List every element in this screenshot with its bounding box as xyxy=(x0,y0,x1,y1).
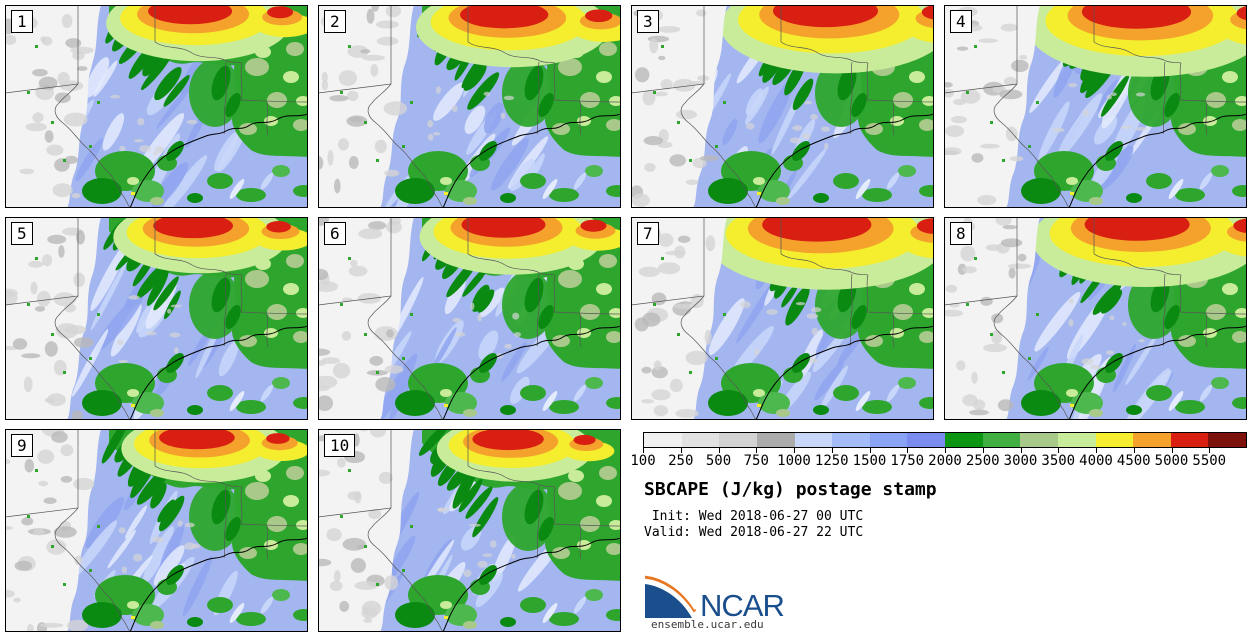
plot-title: SBCAPE (J/kg) postage stamp xyxy=(644,479,937,500)
member-number-badge: 2 xyxy=(324,10,346,33)
colorbar-tick-label: 3500 xyxy=(1041,453,1076,469)
ensemble-panel-2: 2 xyxy=(318,5,621,208)
cape-map-graphic xyxy=(631,5,934,208)
member-number-badge: 10 xyxy=(324,434,356,457)
colorbar-tick xyxy=(756,448,758,453)
member-number-badge: 9 xyxy=(11,434,33,457)
colorbar-tick xyxy=(1020,448,1022,453)
cape-map-graphic xyxy=(5,429,308,632)
ensemble-panel-10: 10 xyxy=(318,429,621,632)
colorbar-tick xyxy=(945,448,946,453)
cape-map-graphic xyxy=(944,5,1247,208)
ncar-logo: NCAR xyxy=(645,574,785,623)
init-time: Init: Wed 2018-06-27 00 UTC xyxy=(644,509,864,524)
cape-map-graphic xyxy=(944,217,1247,420)
cape-map-graphic xyxy=(631,217,934,420)
colorbar-tick xyxy=(1171,448,1173,453)
cape-map-graphic xyxy=(318,217,621,420)
colorbar-tick-label: 250 xyxy=(668,453,694,469)
cape-map-graphic xyxy=(318,429,621,632)
member-number-badge: 8 xyxy=(950,222,972,245)
colorbar-segment xyxy=(1208,433,1246,447)
colorbar-segment xyxy=(794,433,833,447)
ncar-logo-text: NCAR xyxy=(700,587,785,623)
colorbar-tick-labels: 100 250 500 750 1000 1250 1500 1750 2000 2500 3000… xyxy=(630,453,1247,469)
colorbar-segment xyxy=(869,433,908,447)
colorbar-segment xyxy=(907,433,945,447)
colorbar-tick xyxy=(718,448,720,453)
colorbar-tick-label: 5500 xyxy=(1192,453,1227,469)
colorbar-tick-label: 1750 xyxy=(890,453,925,469)
colorbar-tick xyxy=(831,448,833,453)
colorbar-tick xyxy=(1133,448,1135,453)
postage-stamp-grid: 1 2 3 4 5 6 7 8 9 10 100 250 500 750 1000 125… xyxy=(5,5,1247,632)
colorbar-segment xyxy=(719,433,757,447)
ensemble-panel-1: 1 xyxy=(5,5,308,208)
colorbar-segment xyxy=(1020,433,1058,447)
colorbar-tick-label: 3000 xyxy=(1003,453,1038,469)
ensemble-panel-7: 7 xyxy=(631,217,934,420)
colorbar-tick xyxy=(1209,448,1211,453)
site-url: ensemble.ucar.edu xyxy=(651,618,764,631)
colorbar xyxy=(643,432,1247,453)
colorbar-segment xyxy=(1057,433,1096,447)
colorbar-tick xyxy=(869,448,871,453)
colorbar-tick xyxy=(1058,448,1060,453)
cape-map-graphic xyxy=(5,217,308,420)
colorbar-segment xyxy=(681,433,720,447)
member-number-badge: 7 xyxy=(637,222,659,245)
colorbar-tick-label: 4000 xyxy=(1079,453,1113,469)
colorbar-tick-label: 500 xyxy=(705,453,732,469)
ensemble-panel-5: 5 xyxy=(5,217,308,420)
colorbar-segment xyxy=(1095,433,1134,447)
colorbar-segment xyxy=(832,433,870,447)
colorbar-tick-label: 100 xyxy=(630,453,656,469)
colorbar-tick-label: 4500 xyxy=(1116,453,1151,469)
colorbar-tick xyxy=(907,448,909,453)
colorbar-segment xyxy=(1133,433,1171,447)
colorbar-tick xyxy=(982,448,984,453)
colorbar-tick-label: 1000 xyxy=(777,453,811,469)
colorbar-tick-label: 5000 xyxy=(1154,453,1189,469)
colorbar-tick xyxy=(1096,448,1097,453)
colorbar-tick-label: 2500 xyxy=(965,453,1000,469)
ensemble-panel-9: 9 xyxy=(5,429,308,632)
valid-time: Valid: Wed 2018-06-27 22 UTC xyxy=(644,524,864,540)
colorbar-segment xyxy=(644,433,682,447)
cape-map-graphic xyxy=(318,5,621,208)
colorbar-segment xyxy=(756,433,795,447)
colorbar-tick xyxy=(643,448,644,453)
member-number-badge: 4 xyxy=(950,10,972,33)
legend-area: 100 250 500 750 1000 1250 1500 1750 2000 2500 3000… xyxy=(630,429,1247,632)
ncar-swoosh-icon xyxy=(645,574,697,618)
colorbar-tick-label: 1500 xyxy=(852,453,887,469)
colorbar-tick-label: 2000 xyxy=(928,453,962,469)
ensemble-panel-4: 4 xyxy=(944,5,1247,208)
member-number-badge: 6 xyxy=(324,222,346,245)
colorbar-segment xyxy=(982,433,1021,447)
colorbar-tick-label: 1250 xyxy=(814,453,849,469)
colorbar-tick xyxy=(680,448,682,453)
colorbar-segment xyxy=(1170,433,1209,447)
ensemble-panel-8: 8 xyxy=(944,217,1247,420)
colorbar-tick xyxy=(794,448,795,453)
member-number-badge: 1 xyxy=(11,10,33,33)
colorbar-segment xyxy=(945,433,983,447)
member-number-badge: 3 xyxy=(637,10,659,33)
colorbar-tick-label: 750 xyxy=(743,453,769,469)
member-number-badge: 5 xyxy=(11,222,33,245)
colorbar-swatches xyxy=(643,432,1247,448)
ensemble-panel-3: 3 xyxy=(631,5,934,208)
ensemble-panel-6: 6 xyxy=(318,217,621,420)
cape-map-graphic xyxy=(5,5,308,208)
time-metadata: Init: Wed 2018-06-27 00 UTC Valid: Wed 2… xyxy=(644,509,863,540)
